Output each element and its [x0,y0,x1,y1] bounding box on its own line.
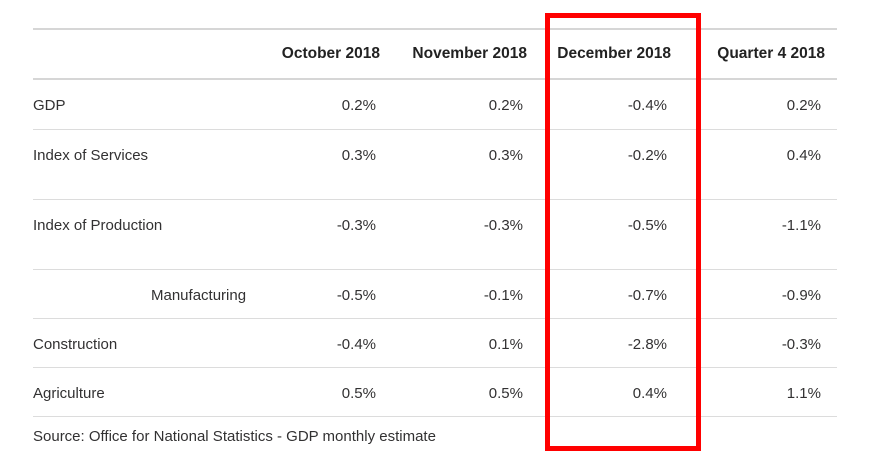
row-label: Index of Services [33,146,149,164]
cell-value: -0.3% [483,216,523,234]
header-label-column [33,29,269,79]
cell-value: 0.5% [341,384,376,402]
gdp-table: October 2018 November 2018 December 2018… [33,28,837,417]
table-row: Index of Services 0.3% 0.3% -0.2% 0.4% [33,129,837,199]
table-row: Agriculture 0.5% 0.5% 0.4% 1.1% [33,367,837,416]
cell-value: -0.4% [336,335,376,353]
cell-value: 0.4% [786,146,821,164]
cell-value: -1.1% [781,216,821,234]
header-december-2018: December 2018 [557,45,671,62]
row-label-indented: Manufacturing [151,286,247,304]
cell-value: -0.3% [336,216,376,234]
cell-value: -2.8% [627,335,667,353]
cell-value: 0.2% [341,97,376,114]
cell-value: 1.1% [786,384,821,402]
table-row: Construction -0.4% 0.1% -2.8% -0.3% [33,318,837,367]
header-november-2018: November 2018 [412,45,527,62]
cell-value: 0.2% [786,97,821,114]
header-quarter-4-2018: Quarter 4 2018 [717,45,825,62]
cell-value: -0.4% [627,97,667,114]
cell-value: -0.9% [781,286,821,304]
cell-value: 0.4% [632,384,667,402]
cell-value: -0.3% [781,335,821,353]
table-header-row: October 2018 November 2018 December 2018… [33,29,837,79]
cell-value: 0.2% [488,97,523,114]
cell-value: 0.5% [488,384,523,402]
table-row: Index of Production -0.3% -0.3% -0.5% -1… [33,199,837,269]
cell-value: -0.7% [627,286,667,304]
cell-value: 0.1% [488,335,523,353]
row-label: Agriculture [33,384,105,402]
row-label: GDP [33,97,66,114]
table-row: Manufacturing -0.5% -0.1% -0.7% -0.9% [33,269,837,318]
source-note: Source: Office for National Statistics -… [33,428,436,445]
cell-value: 0.3% [488,146,523,164]
row-label: Construction [33,335,118,353]
table-row: GDP 0.2% 0.2% -0.4% 0.2% [33,79,837,129]
cell-value: -0.2% [627,146,667,164]
cell-value: 0.3% [341,146,376,164]
cell-value: -0.1% [483,286,523,304]
cell-value: -0.5% [336,286,376,304]
row-label: Index of Production [33,216,163,234]
gdp-table-container: October 2018 November 2018 December 2018… [33,28,837,417]
cell-value: -0.5% [627,216,667,234]
header-october-2018: October 2018 [281,45,380,62]
